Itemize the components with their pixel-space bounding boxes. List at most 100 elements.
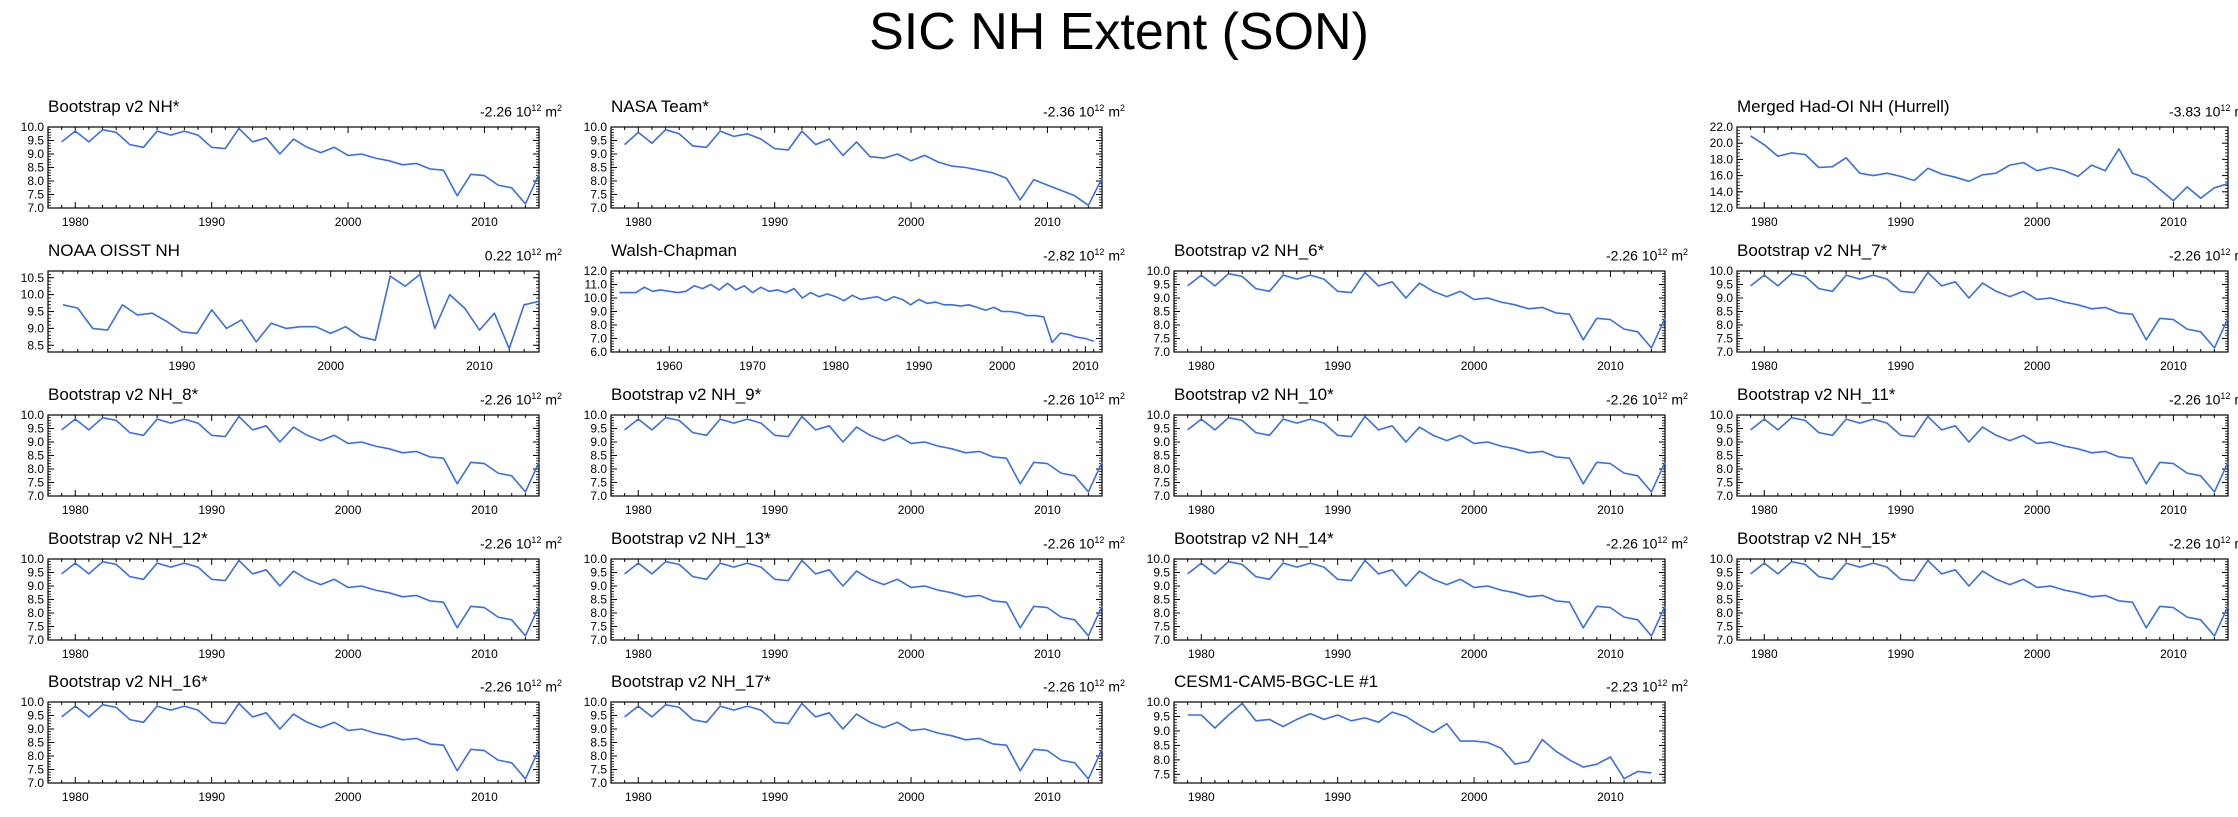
x-tick-label: 2010 bbox=[1597, 503, 1624, 517]
y-tick-label: 9.5 bbox=[1716, 422, 1733, 436]
y-tick-label: 8.0 bbox=[590, 606, 607, 620]
trend-unit-sup: 2 bbox=[1682, 391, 1688, 401]
trend-unit-base: 10 bbox=[2204, 247, 2221, 264]
y-tick-label: 7.0 bbox=[590, 332, 607, 346]
x-tick-label: 1980 bbox=[62, 790, 89, 804]
series-line bbox=[619, 282, 1094, 344]
y-tick-label: 9.0 bbox=[27, 321, 44, 335]
trend-unit-base: 10 bbox=[1078, 535, 1095, 552]
trend-unit-base: 10 bbox=[515, 678, 532, 695]
x-tick-label: 1980 bbox=[1188, 503, 1215, 517]
trend-value: -3.83 bbox=[2169, 103, 2201, 120]
x-tick-label: 2010 bbox=[1034, 790, 1061, 804]
y-tick-label: 7.5 bbox=[1716, 332, 1733, 346]
x-tick-label: 2010 bbox=[1597, 647, 1624, 661]
y-tick-label: 9.5 bbox=[27, 566, 44, 580]
y-tick-label: 7.0 bbox=[590, 776, 607, 790]
y-tick-label: 9.0 bbox=[1153, 291, 1170, 305]
y-tick-label: 8.5 bbox=[1716, 593, 1733, 607]
x-tick-label: 1980 bbox=[1188, 790, 1215, 804]
trend-unit-sup: 2 bbox=[1119, 678, 1125, 688]
trend-label: -2.26 1012 m2 bbox=[2169, 531, 2238, 553]
x-tick-label: 1960 bbox=[656, 359, 683, 373]
y-tick-label: 10.0 bbox=[1147, 552, 1171, 566]
trend-unit-base: 10 bbox=[515, 391, 532, 408]
y-tick-label: 7.0 bbox=[590, 633, 607, 647]
trend-unit-exp: 12 bbox=[531, 391, 542, 401]
x-tick-label: 2000 bbox=[335, 503, 362, 517]
trend-unit: m bbox=[2234, 248, 2238, 264]
x-tick-label: 1990 bbox=[1324, 647, 1351, 661]
panel-title: NOAA OISST NH bbox=[48, 241, 180, 260]
x-tick-label: 2010 bbox=[1034, 647, 1061, 661]
y-tick-label: 9.0 bbox=[590, 147, 607, 161]
y-tick-label: 8.5 bbox=[1153, 305, 1170, 319]
y-tick-label: 7.5 bbox=[1153, 767, 1170, 781]
trend-unit-exp: 12 bbox=[1094, 391, 1105, 401]
y-tick-label: 9.0 bbox=[590, 722, 607, 736]
y-tick-label: 8.0 bbox=[27, 462, 44, 476]
x-tick-label: 1990 bbox=[1887, 359, 1914, 373]
trend-unit: m bbox=[1108, 678, 1120, 695]
chart-svg: 7.07.58.08.59.09.510.0 1980 1990 2000 2010 bbox=[1147, 408, 1666, 517]
trend-value: -2.26 bbox=[480, 678, 512, 695]
series-line bbox=[624, 702, 1103, 780]
x-tick-label: 1980 bbox=[625, 503, 652, 517]
x-tick-label: 1990 bbox=[1324, 503, 1351, 517]
y-tick-label: 7.0 bbox=[1153, 633, 1170, 647]
y-tick-label: 9.5 bbox=[590, 134, 607, 148]
trend-value: -2.23 bbox=[1606, 678, 1638, 695]
chart-panel: Bootstrap v2 NH_10* -2.26 1012 m2 7.0 7.5 8.… bbox=[1147, 385, 1690, 517]
x-tick-label: 2000 bbox=[898, 647, 925, 661]
y-tick-label: 10.5 bbox=[21, 271, 45, 285]
x-tick-label: 1980 bbox=[1751, 215, 1778, 229]
trend-unit-sup: 2 bbox=[556, 535, 562, 545]
x-tick-label: 1980 bbox=[1188, 359, 1215, 373]
y-tick-label: 7.5 bbox=[27, 763, 44, 777]
panel-title: Bootstrap v2 NH* bbox=[48, 97, 180, 116]
trend-unit: m bbox=[2234, 104, 2238, 120]
y-tick-label: 8.5 bbox=[27, 161, 44, 175]
x-tick-label: 2010 bbox=[471, 215, 498, 229]
trend-label: -2.26 1012 m2 bbox=[1606, 387, 1688, 409]
y-tick-label: 9.5 bbox=[27, 134, 44, 148]
trend-value: 0.22 bbox=[484, 247, 512, 264]
x-tick-label: 1990 bbox=[198, 215, 225, 229]
y-tick-label: 18.0 bbox=[1710, 152, 1734, 166]
chart-svg: 7.07.58.08.59.09.510.0 1980 1990 2000 2010 bbox=[584, 408, 1103, 517]
y-tick-label: 20.0 bbox=[1710, 136, 1734, 150]
trend-unit-sup: 2 bbox=[1682, 678, 1688, 688]
x-tick-label: 2010 bbox=[471, 647, 498, 661]
y-tick-label: 8.5 bbox=[27, 449, 44, 463]
y-tick-label: 10.0 bbox=[1710, 552, 1734, 566]
trend-label: -2.26 1012 m2 bbox=[2169, 387, 2238, 409]
chart-panel: Bootstrap v2 NH_16* -2.26 1012 m2 7.0 7.5 8.… bbox=[21, 672, 564, 804]
x-tick-label: 1990 bbox=[1887, 215, 1914, 229]
chart-svg: 6.07.08.09.010.011.012.0 1960 1970 1980 1990… bbox=[584, 264, 1103, 373]
x-tick-label: 2010 bbox=[471, 503, 498, 517]
x-tick-label: 1980 bbox=[62, 503, 89, 517]
trend-unit-base: 10 bbox=[515, 103, 532, 120]
trend-value: -2.26 bbox=[1606, 247, 1638, 264]
y-tick-label: 10.0 bbox=[584, 552, 608, 566]
y-tick-label: 9.0 bbox=[27, 579, 44, 593]
chart-svg: 7.07.58.08.59.09.510.0 1980 1990 2000 2010 bbox=[1710, 408, 2229, 517]
series-line bbox=[624, 415, 1103, 493]
y-tick-label: 9.5 bbox=[1716, 278, 1733, 292]
x-tick-label: 2000 bbox=[1461, 790, 1488, 804]
trend-value: -2.36 bbox=[1043, 103, 1075, 120]
x-tick-label: 2010 bbox=[1597, 359, 1624, 373]
x-tick-label: 1990 bbox=[1887, 503, 1914, 517]
trend-value: -2.26 bbox=[1043, 678, 1075, 695]
x-tick-label: 1980 bbox=[1751, 647, 1778, 661]
panel-title: Bootstrap v2 NH_6* bbox=[1174, 241, 1325, 260]
y-tick-label: 8.0 bbox=[590, 462, 607, 476]
trend-unit: m bbox=[1671, 535, 1683, 552]
x-tick-label: 2000 bbox=[898, 790, 925, 804]
y-tick-label: 8.0 bbox=[1153, 606, 1170, 620]
y-tick-label: 10.0 bbox=[584, 695, 608, 709]
y-tick-label: 7.0 bbox=[1716, 489, 1733, 503]
x-tick-label: 1990 bbox=[198, 647, 225, 661]
x-tick-label: 2000 bbox=[335, 790, 362, 804]
x-tick-label: 1980 bbox=[1188, 647, 1215, 661]
